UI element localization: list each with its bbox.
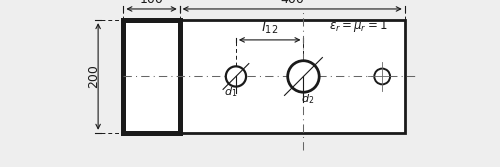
- Text: 200: 200: [87, 64, 100, 88]
- Bar: [124, 20, 404, 133]
- Bar: [124, 20, 180, 133]
- Text: $d_2$: $d_2$: [300, 92, 314, 106]
- Text: $\varepsilon_r = \mu_r = 1$: $\varepsilon_r = \mu_r = 1$: [329, 18, 388, 34]
- Circle shape: [288, 61, 319, 92]
- Circle shape: [374, 69, 390, 84]
- Text: $l_{12}$: $l_{12}$: [261, 19, 278, 36]
- Text: 400: 400: [280, 0, 304, 6]
- Text: $d_1$: $d_1$: [224, 86, 237, 99]
- Circle shape: [226, 66, 246, 87]
- Text: 100: 100: [140, 0, 164, 6]
